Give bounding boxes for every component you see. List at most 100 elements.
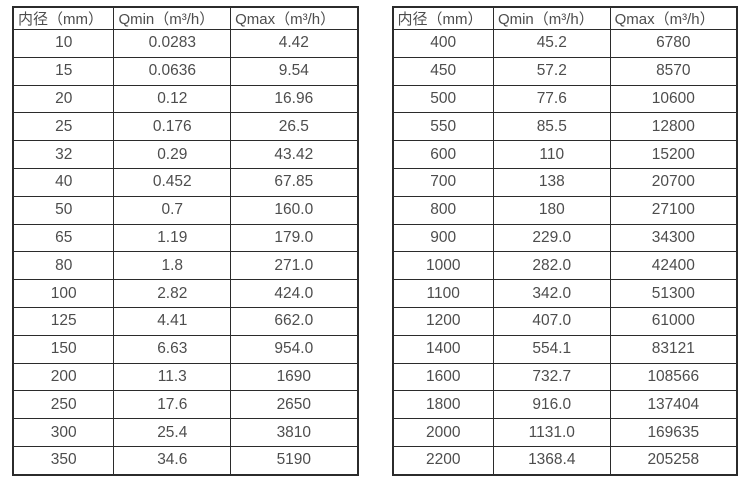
table-row: 1000 282.0 42400 xyxy=(392,251,738,281)
table-row: 100 2.82 424.0 xyxy=(12,279,358,308)
table-row: 300 25.4 3810 xyxy=(12,418,358,447)
table-cell: 2650 xyxy=(230,390,358,420)
table-cell: 9.54 xyxy=(230,56,358,86)
table-cell: 1690 xyxy=(230,362,358,392)
table-cell: 916.0 xyxy=(492,390,611,420)
table-cell: 50 xyxy=(12,195,115,225)
table-cell: 2.82 xyxy=(113,279,232,308)
table-cell: 2000 xyxy=(392,418,494,447)
table-row: 1200 407.0 61000 xyxy=(392,306,738,336)
table-row: 500 77.6 10600 xyxy=(392,84,738,114)
table-cell: 17.6 xyxy=(113,390,232,420)
header-row: 内径（mm） Qmin（m³/h） Qmax（m³/h） xyxy=(12,6,358,30)
table-row: 350 34.6 5190 xyxy=(12,445,358,476)
table-cell: 65 xyxy=(12,223,115,253)
table-row: 400 45.2 6780 xyxy=(392,29,738,58)
table-row: 65 1.19 179.0 xyxy=(12,223,358,253)
table-cell: 67.85 xyxy=(230,167,358,197)
table-cell: 1368.4 xyxy=(492,445,611,476)
table-cell: 1800 xyxy=(392,390,494,420)
table-cell: 0.29 xyxy=(113,140,232,169)
table-cell: 554.1 xyxy=(492,334,611,364)
table-cell: 450 xyxy=(392,56,494,86)
table-cell: 10600 xyxy=(609,84,738,114)
table-cell: 407.0 xyxy=(492,306,611,336)
table-row: 1400 554.1 83121 xyxy=(392,334,738,364)
table-cell: 6780 xyxy=(609,29,738,58)
table-cell: 15200 xyxy=(609,140,738,169)
table-cell: 800 xyxy=(392,195,494,225)
header-cell: Qmin（m³/h） xyxy=(492,6,611,30)
table-cell: 1600 xyxy=(392,362,494,392)
table-cell: 26.5 xyxy=(230,112,358,142)
table-row: 1600 732.7 108566 xyxy=(392,362,738,392)
table-cell: 85.5 xyxy=(492,112,611,142)
table-cell: 179.0 xyxy=(230,223,358,253)
table-cell: 200 xyxy=(12,362,115,392)
table-row: 125 4.41 662.0 xyxy=(12,306,358,336)
table-cell: 662.0 xyxy=(230,306,358,336)
table-cell: 43.42 xyxy=(230,140,358,169)
table-cell: 100 xyxy=(12,279,115,308)
table-row: 50 0.7 160.0 xyxy=(12,195,358,225)
table-cell: 160.0 xyxy=(230,195,358,225)
table-row: 25 0.176 26.5 xyxy=(12,112,358,142)
table-cell: 1.8 xyxy=(113,251,232,281)
table-cell: 0.7 xyxy=(113,195,232,225)
table-cell: 954.0 xyxy=(230,334,358,364)
table-cell: 0.12 xyxy=(113,84,232,114)
table-cell: 1.19 xyxy=(113,223,232,253)
table-row: 2000 1131.0 169635 xyxy=(392,418,738,447)
table-cell: 51300 xyxy=(609,279,738,308)
table-cell: 550 xyxy=(392,112,494,142)
table-cell: 0.452 xyxy=(113,167,232,197)
table-row: 450 57.2 8570 xyxy=(392,56,738,86)
table-cell: 34300 xyxy=(609,223,738,253)
table-cell: 32 xyxy=(12,140,115,169)
table-row: 600 110 15200 xyxy=(392,140,738,169)
table-cell: 16.96 xyxy=(230,84,358,114)
table-cell: 900 xyxy=(392,223,494,253)
table-cell: 271.0 xyxy=(230,251,358,281)
table-row: 32 0.29 43.42 xyxy=(12,140,358,169)
table-cell: 300 xyxy=(12,418,115,447)
table-cell: 20700 xyxy=(609,167,738,197)
table-cell: 5190 xyxy=(230,445,358,476)
table-row: 80 1.8 271.0 xyxy=(12,251,358,281)
table-cell: 25 xyxy=(12,112,115,142)
table-cell: 250 xyxy=(12,390,115,420)
header-cell: Qmax（m³/h） xyxy=(230,6,358,30)
table-cell: 4.41 xyxy=(113,306,232,336)
table-cell: 180 xyxy=(492,195,611,225)
header-cell: 内径（mm） xyxy=(12,6,115,30)
header-cell: 内径（mm） xyxy=(392,6,494,30)
table-cell: 27100 xyxy=(609,195,738,225)
table-cell: 400 xyxy=(392,29,494,58)
table-cell: 20 xyxy=(12,84,115,114)
table-cell: 150 xyxy=(12,334,115,364)
table-row: 15 0.0636 9.54 xyxy=(12,56,358,86)
table-row: 800 180 27100 xyxy=(392,195,738,225)
table-cell: 83121 xyxy=(609,334,738,364)
table-cell: 600 xyxy=(392,140,494,169)
table-cell: 110 xyxy=(492,140,611,169)
table-row: 20 0.12 16.96 xyxy=(12,84,358,114)
table-cell: 6.63 xyxy=(113,334,232,364)
table-row: 900 229.0 34300 xyxy=(392,223,738,253)
table-row: 200 11.3 1690 xyxy=(12,362,358,392)
table-cell: 8570 xyxy=(609,56,738,86)
table-cell: 229.0 xyxy=(492,223,611,253)
table-row: 150 6.63 954.0 xyxy=(12,334,358,364)
table-cell: 350 xyxy=(12,445,115,476)
table-cell: 34.6 xyxy=(113,445,232,476)
table-cell: 25.4 xyxy=(113,418,232,447)
table-cell: 45.2 xyxy=(492,29,611,58)
header-row: 内径（mm） Qmin（m³/h） Qmax（m³/h） xyxy=(392,6,738,30)
table-row: 1100 342.0 51300 xyxy=(392,279,738,308)
header-cell: Qmax（m³/h） xyxy=(609,6,738,30)
table-cell: 1200 xyxy=(392,306,494,336)
table-cell: 15 xyxy=(12,56,115,86)
table-cell: 11.3 xyxy=(113,362,232,392)
table-row: 40 0.452 67.85 xyxy=(12,167,358,197)
table-cell: 424.0 xyxy=(230,279,358,308)
